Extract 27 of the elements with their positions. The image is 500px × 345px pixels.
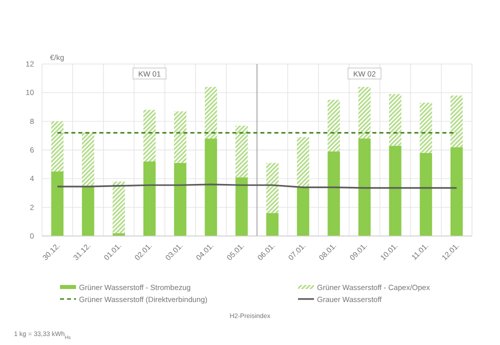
bar	[82, 186, 94, 236]
bar	[236, 126, 248, 178]
bar	[389, 94, 402, 146]
bar	[296, 187, 310, 236]
bar	[174, 111, 186, 163]
bar	[174, 162, 186, 236]
bar	[328, 100, 340, 152]
bar	[389, 146, 402, 236]
bar	[82, 132, 94, 186]
bar	[51, 172, 64, 236]
bar	[450, 96, 463, 148]
bar	[236, 177, 248, 236]
bar	[143, 161, 156, 236]
bar	[266, 213, 278, 236]
bar	[143, 110, 156, 162]
bar	[266, 162, 278, 214]
bar	[420, 152, 432, 236]
bar	[450, 147, 463, 236]
bar	[420, 102, 432, 153]
bar	[204, 138, 218, 236]
bar	[112, 182, 125, 234]
bar	[296, 137, 310, 188]
bar	[328, 151, 340, 236]
bar	[358, 138, 371, 236]
bar	[51, 121, 64, 172]
bar	[204, 86, 218, 139]
bar	[358, 86, 371, 139]
